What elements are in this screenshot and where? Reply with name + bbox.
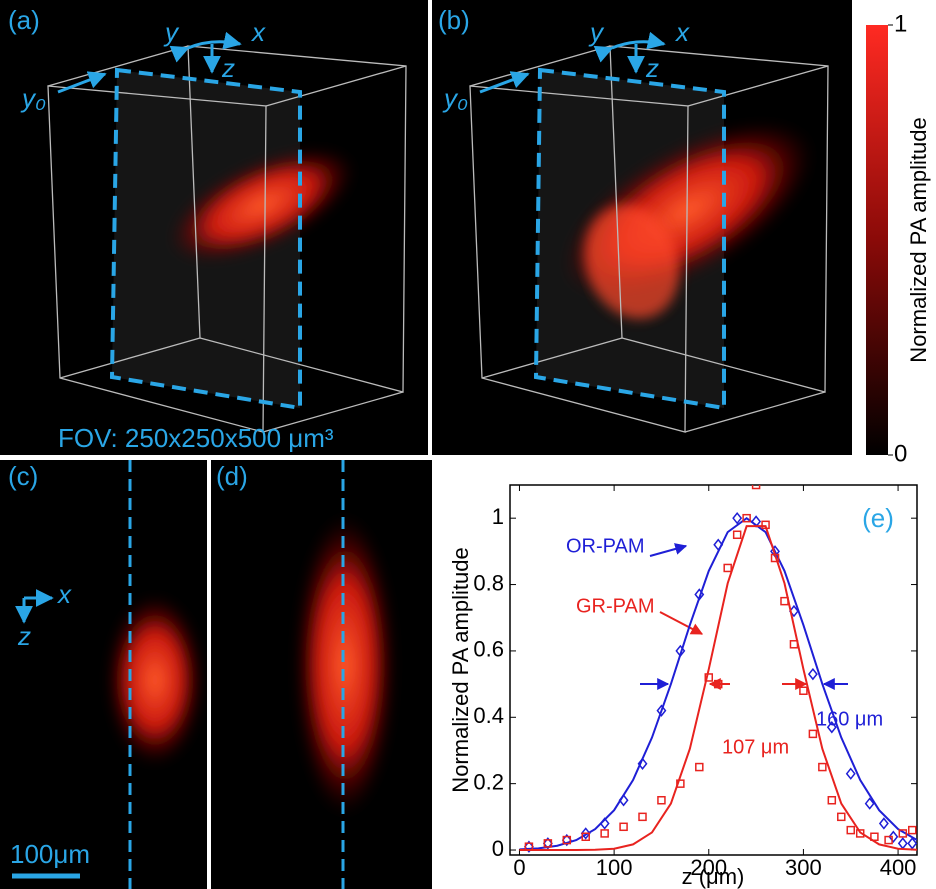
panel-e: z (μm) Normalized PA amplitude (e) OR-PA… [448,484,918,889]
panel-a: (a) y x z y₀ FOV: 250x250x500 μm³ [0,0,428,455]
data-point [657,795,666,805]
scale-bar-label: 100μm [10,839,90,869]
colorbar-tick-label: 0 [894,440,907,467]
data-point [808,729,818,739]
panel-label: (b) [438,5,470,35]
data-point [619,822,628,832]
data-point [742,513,751,523]
data-point [713,679,723,689]
data-point [761,520,770,530]
annotation: GR-PAM [576,595,655,617]
data-point [864,797,875,810]
x-tick-label: 100 [596,855,633,880]
data-point [523,840,534,853]
y-tick-label: 1 [492,504,504,529]
data-point [807,667,818,681]
data-point [732,530,742,540]
data-point [908,825,917,835]
colorbar [866,25,888,455]
data-point [561,833,572,847]
data-point [907,837,917,850]
data-point [524,842,534,851]
data-point [704,673,714,682]
x-tick-label: 0 [513,855,525,880]
y-axis-label: Normalized PA amplitude [448,547,473,792]
data-point [600,829,609,838]
data-point [562,835,572,845]
panel-d: (d) [211,460,432,889]
data-point [638,812,647,822]
x-tick-label: 200 [690,855,727,880]
panel-b: (b) y x z y₀ [432,0,852,455]
data-point [618,794,629,807]
data-point [884,835,893,845]
y-tick-label: 0.4 [473,703,504,728]
panel-label: (a) [8,5,40,35]
data-point [676,779,685,788]
colorbar-label: Normalized PA amplitude [906,117,931,362]
data-point [845,767,856,780]
data-point [732,511,743,525]
data-point [878,817,889,830]
axis-label: x [250,17,266,47]
axis-label: z [221,53,235,83]
axis-label: z [17,621,31,651]
axis-label: z [645,53,659,83]
data-point [789,640,799,649]
x-axis-label: z (μm) [682,864,745,889]
axis-label: x [56,579,72,609]
data-point [637,757,648,770]
plane-label: y₀ [20,83,46,113]
data-point [846,825,855,835]
data-point [826,721,837,734]
data-point [580,827,591,840]
panel-label: (c) [8,461,38,491]
fit-line [519,516,917,851]
plane-label: y₀ [442,83,468,113]
data-point [827,795,837,805]
panel-label: (e) [862,503,894,533]
data-point [898,829,908,838]
data-point [855,829,865,838]
data-point [751,485,761,490]
data-point [870,832,879,841]
colorbar-tick-label: 1 [894,10,907,37]
data-point [542,837,553,850]
y-tick-label: 0.6 [473,637,504,662]
data-point [799,686,808,695]
y-tick-label: 0.8 [473,570,504,595]
data-point [581,832,590,841]
data-point [656,704,667,717]
annotation: 107 μm [722,736,789,758]
annotation: 160 μm [816,708,883,730]
data-point [888,830,899,843]
data-point [780,596,789,606]
data-point [599,817,610,830]
axis-label: y [588,17,605,47]
data-point [818,762,827,772]
data-point [694,588,705,601]
data-point [543,839,553,848]
panel-label: (d) [216,461,248,491]
data-point [770,553,780,563]
x-tick-label: 300 [785,855,822,880]
fov-label: FOV: 250x250x500 μm³ [58,423,334,453]
data-point [695,762,704,772]
data-point [837,812,846,822]
panel-c: (c) x z 100μm [0,460,207,889]
data-point [723,563,732,573]
y-tick-label: 0.2 [473,769,504,794]
axis-label: y [163,17,180,47]
x-tick-label: 400 [880,855,917,880]
data-point [675,644,686,658]
fit-line [519,525,917,852]
annotation: OR-PAM [566,535,645,557]
data-point [713,538,724,551]
y-tick-label: 0 [492,836,504,861]
plot-area [519,485,917,853]
data-point [788,604,799,618]
axis-label: x [674,17,690,47]
